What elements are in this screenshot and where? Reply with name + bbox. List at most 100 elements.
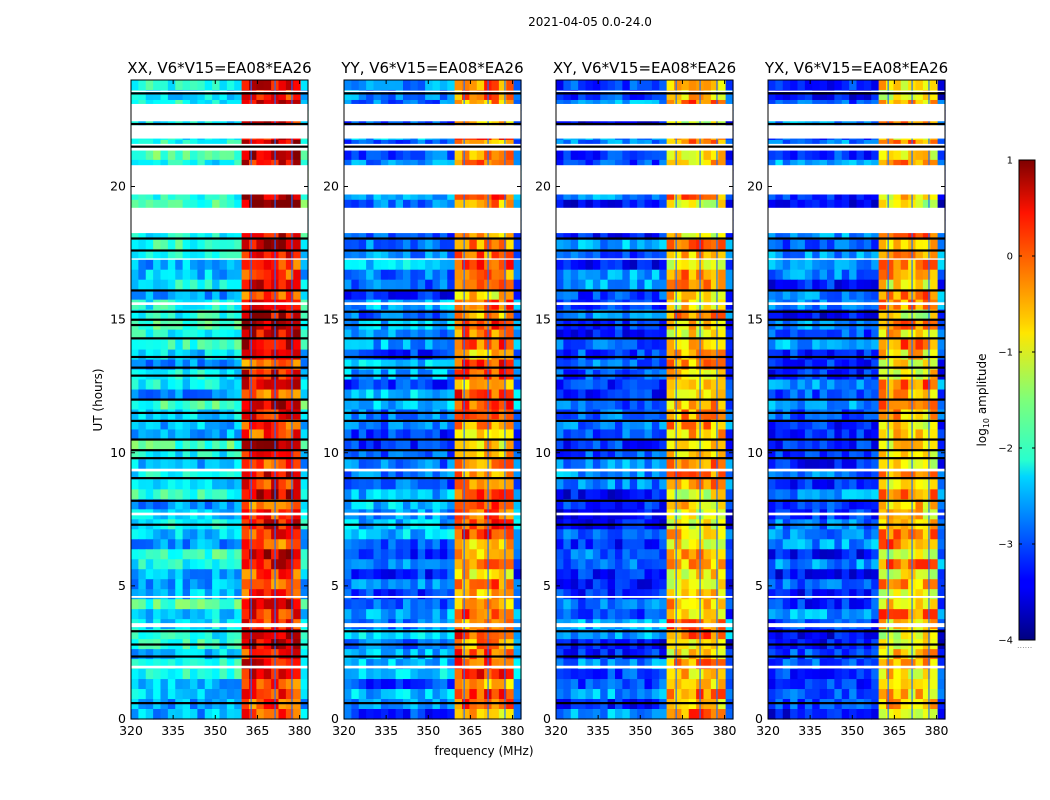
flag-line [344,323,521,327]
heatmap-cell [615,269,623,281]
heatmap-cell [249,199,257,211]
heatmap-cell [447,649,456,660]
heatmap-cell [585,289,594,301]
heatmap-cell [204,609,213,620]
heatmap-cell [395,669,404,680]
heatmap-cell [718,379,727,391]
heatmap-cell [681,289,690,301]
heatmap-cell [410,349,419,361]
heatmap-cell [226,259,235,271]
heatmap-cell [145,359,154,371]
heatmap-cell [498,359,507,371]
heatmap-cell [226,399,235,411]
heatmap-cell [197,379,206,391]
heatmap-cell [160,269,169,281]
heatmap-cell [131,199,139,211]
heatmap-cell [563,689,572,700]
heatmap-cell [615,199,623,211]
heatmap-cell [300,379,309,391]
heatmap-cell [425,439,434,451]
heatmap-cell [182,439,191,451]
heatmap-cell [395,529,404,540]
heatmap-cell [285,609,294,620]
heatmap-cell [344,399,352,411]
heatmap-cell [710,669,719,680]
flagged-interval [344,302,521,305]
heatmap-cell [666,279,675,291]
heatmap-cell [674,709,682,720]
heatmap-cell [622,429,631,441]
heatmap-cell [249,709,257,720]
heatmap-cell [373,659,382,670]
heatmap-cell [300,549,309,560]
heatmap-cell [145,549,154,560]
heatmap-cell [513,379,522,391]
heatmap-cell [197,439,206,451]
heatmap-cell [703,189,712,201]
heatmap-cell [563,409,572,421]
heatmap-cell [629,89,638,101]
heatmap-cell [674,489,682,500]
heatmap-cell [688,689,697,700]
heatmap-cell [615,399,623,411]
heatmap-cell [710,589,719,600]
heatmap-cell [300,669,309,680]
heatmap-cell [131,679,139,690]
heatmap-cell [358,709,367,720]
heatmap-cell [688,119,697,131]
flag-line [344,337,521,340]
heatmap-cell [674,629,682,640]
heatmap-cell [651,699,660,710]
heatmap-cell [674,439,682,451]
heatmap-cell [226,689,235,700]
heatmap-cell [410,559,419,570]
heatmap-cell [256,409,265,421]
heatmap-cell [285,429,294,441]
heatmap-cell [358,159,367,171]
heatmap-cell [775,89,784,101]
heatmap-cell [498,689,507,700]
heatmap-cell [234,379,243,391]
heatmap-cell [204,289,213,301]
heatmap-cell [674,459,682,470]
heatmap-cell [615,359,623,371]
heatmap-cell [447,679,456,690]
heatmap-cell [498,529,507,540]
heatmap-cell [469,449,478,460]
heatmap-cell [263,279,272,291]
heatmap-cell [782,80,791,91]
heatmap-cell [674,479,682,490]
heatmap-cell [263,429,272,441]
heatmap-cell [688,479,697,490]
heatmap-cell [300,119,309,131]
heatmap-cell [476,199,485,211]
heatmap-cell [167,339,176,351]
heatmap-cell [659,329,668,341]
heatmap-cell [175,669,184,680]
heatmap-cell [651,409,660,421]
heatmap-cell [491,459,500,470]
heatmap-cell [637,439,646,451]
heatmap-cell [725,89,734,101]
heatmap-cell [513,529,522,540]
flag-line [344,318,521,321]
heatmap-cell [563,529,572,540]
heatmap-cell [725,149,734,161]
heatmap-cell [190,349,198,361]
heatmap-cell [285,379,294,391]
heatmap-cell [644,279,653,291]
heatmap-cell [167,359,176,371]
heatmap-cell [241,429,250,441]
flagged-interval [556,165,733,195]
heatmap-cell [160,339,169,351]
heatmap-cell [145,269,154,281]
heatmap-cell [674,249,682,261]
heatmap-cell [447,89,456,101]
heatmap-cell [476,80,485,91]
heatmap-cell [592,539,601,550]
heatmap-cell [285,349,294,361]
heatmap-cell [380,469,389,480]
heatmap-cell [226,119,235,131]
heatmap-cell [167,309,176,321]
heatmap-cell [403,459,411,470]
